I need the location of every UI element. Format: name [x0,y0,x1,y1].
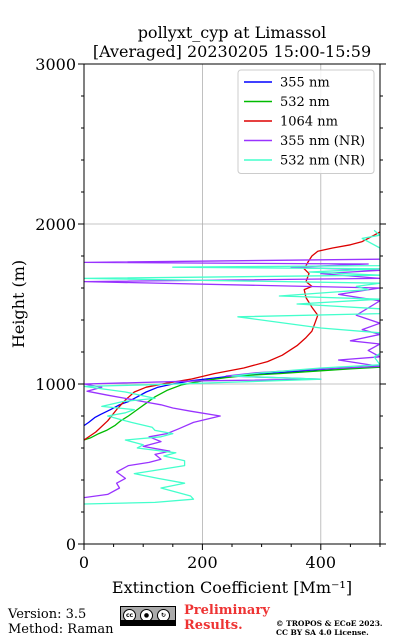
x-tick-label-0: 0 [79,553,89,572]
series-line-355-nm-nr- [84,258,380,499]
series-line-355-nm [84,365,380,427]
legend-label-0: 355 nm [280,76,330,91]
license-line-2: CC BY SA 4.0 License. [276,628,369,637]
legend-label-1: 532 nm [280,95,330,110]
license-line-1: © TROPOS & ECoE 2023. [276,619,383,628]
creative-commons-badge-icon: cc ● ↻ [120,606,176,626]
y-tick-label-2000: 2000 [35,215,76,234]
preliminary-line-1: Preliminary [184,603,270,618]
legend-box [237,69,375,174]
y-axis-label: Height (m) [9,260,28,348]
cc-badge-band [121,620,175,625]
x-tick-label-200: 200 [187,553,218,572]
license-text: © TROPOS & ECoE 2023. CC BY SA 4.0 Licen… [276,619,383,637]
axis-ticks: 0 200 400 0 1000 2000 3000 [35,55,386,572]
y-tick-label-3000: 3000 [35,55,76,74]
series-line-532-nm [84,366,380,441]
series-line-1064-nm [84,231,380,441]
chart-title: pollyxt_cyp at Limassol [138,23,327,42]
legend-label-3: 355 nm (NR) [280,134,365,149]
legend-label-4: 532 nm (NR) [280,154,365,169]
y-tick-label-1000: 1000 [35,375,76,394]
x-axis-label: Extinction Coefficient [Mm⁻¹] [112,578,352,597]
x-tick-label-400: 400 [306,553,337,572]
legend: 355 nm 532 nm 1064 nm 355 nm (NR) 532 nm (NR… [237,69,375,174]
series-line-532-nm-nr- [84,229,380,505]
method-text: Method: Raman [8,622,114,637]
preliminary-results-note: Preliminary Results. [184,603,270,633]
preliminary-line-2: Results. [184,618,243,633]
y-tick-label-0: 0 [66,535,76,554]
series-layer [84,229,380,505]
version-text: Version: 3.5 [8,607,87,622]
chart-subtitle: [Averaged] 20230205 15:00-15:59 [93,42,371,61]
legend-label-2: 1064 nm [280,115,338,130]
extinction-profile-chart: pollyxt_cyp at Limassol [Averaged] 20230… [9,23,386,597]
